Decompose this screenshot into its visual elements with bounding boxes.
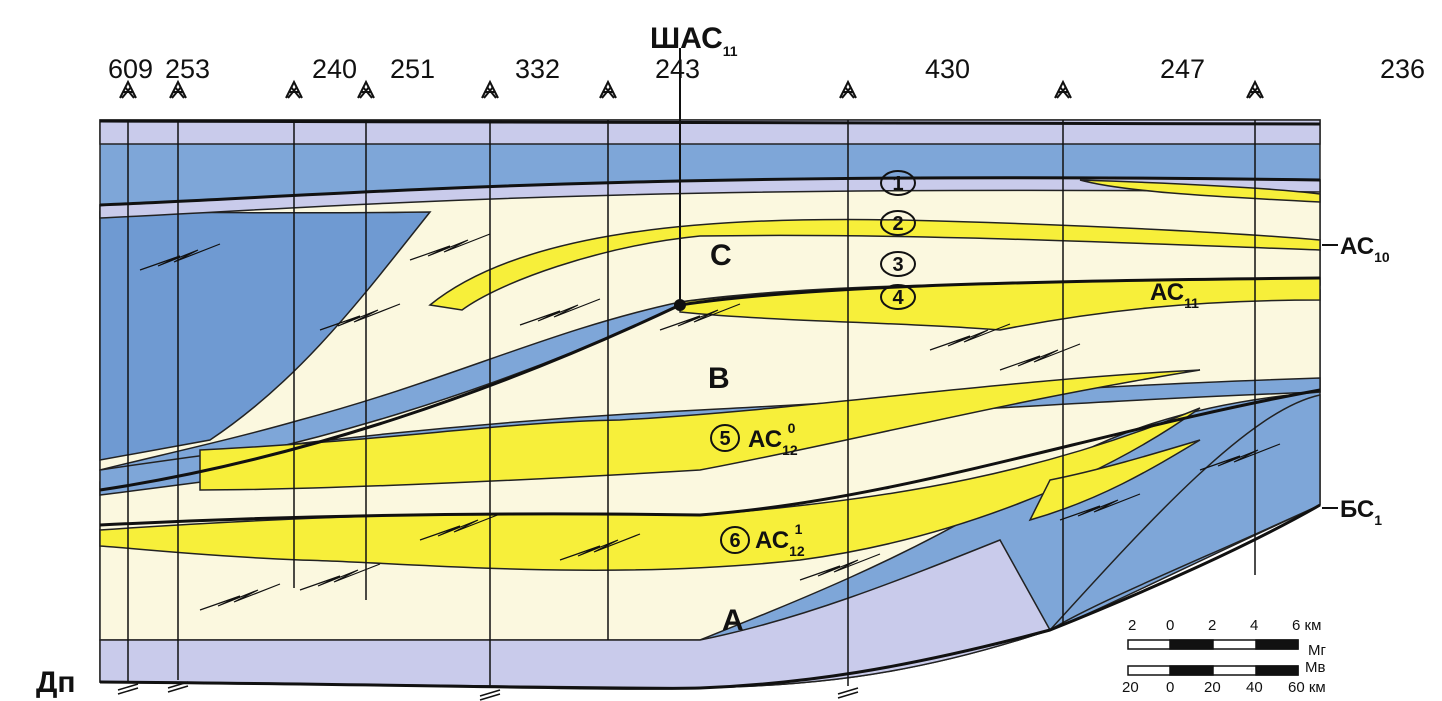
body-number: 6 — [729, 530, 740, 552]
scale-bar-seg — [1256, 640, 1298, 649]
scale-bar-seg — [1170, 640, 1213, 649]
derrick-icon — [120, 82, 136, 98]
body-number: 4 — [892, 287, 904, 309]
scale-tick: 20 — [1204, 679, 1221, 696]
body-number: 2 — [892, 213, 903, 235]
title-sub: 11 — [723, 43, 738, 59]
body-number: 5 — [719, 428, 730, 450]
well-label: 609 — [108, 54, 153, 84]
well-foot — [838, 688, 858, 698]
scale-tick: 0 — [1166, 617, 1174, 634]
derrick-icon — [170, 82, 186, 98]
layers — [100, 120, 1320, 688]
horizon-base: АС — [1340, 233, 1374, 260]
well-label: 253 — [165, 54, 210, 84]
horizon-label: Дп — [36, 666, 76, 699]
well-foot — [118, 684, 138, 694]
horizon-sub: 11 — [1184, 295, 1199, 311]
unit-label: А — [722, 604, 744, 637]
reservoir-base: АС — [755, 527, 789, 554]
horizon-sub: 1 — [1374, 512, 1382, 528]
well-label: 430 — [925, 54, 970, 84]
cross-section: ШАС11 609 253 240 251 332 243 430 247 23… — [0, 0, 1442, 701]
scale-tick: 40 — [1246, 679, 1263, 696]
scale-label: Мг — [1308, 642, 1326, 659]
reservoir-sup: 1 — [795, 521, 803, 537]
derrick-icon — [600, 82, 616, 98]
reservoir-base: АС — [748, 426, 782, 453]
derrick-icon — [482, 82, 498, 98]
derrick-icon — [1247, 82, 1263, 98]
page: ШАС11 609 253 240 251 332 243 430 247 23… — [0, 0, 1442, 701]
reservoir-sub: 12 — [789, 543, 805, 559]
derrick-icon — [286, 82, 302, 98]
horizon-base: АС — [1150, 279, 1184, 306]
well-foot — [480, 690, 500, 700]
title-base: ШАС — [650, 22, 723, 55]
scale-tick: 0 — [1166, 679, 1174, 696]
well-label: 236 — [1380, 54, 1425, 84]
unit-label: С — [710, 239, 732, 272]
reservoir-sub: 12 — [782, 442, 798, 458]
body-number: 3 — [892, 254, 903, 276]
scale-tick: 60 км — [1288, 679, 1326, 696]
well-label: 251 — [390, 54, 435, 84]
well-label: 332 — [515, 54, 560, 84]
scale-bar-seg — [1170, 666, 1213, 675]
scale-tick: 20 — [1122, 679, 1139, 696]
scale-tick: 2 — [1208, 617, 1216, 634]
unit-label: В — [708, 362, 730, 395]
scale-tick: 6 км — [1292, 617, 1321, 634]
horizon-label: БС1 — [1340, 496, 1382, 528]
well-label: 240 — [312, 54, 357, 84]
derrick-icon — [840, 82, 856, 98]
scale-label: Мв — [1305, 659, 1325, 676]
horizon-label: АС10 — [1340, 233, 1390, 265]
derrick-icon — [1055, 82, 1071, 98]
horizon-base: БС — [1340, 496, 1374, 523]
well-label: 243 — [655, 54, 700, 84]
scale-bar-seg — [1256, 666, 1298, 675]
horizon-sub: 10 — [1374, 249, 1390, 265]
scale-tick: 2 — [1128, 617, 1136, 634]
scale-tick: 4 — [1250, 617, 1258, 634]
scale-bars — [1128, 640, 1298, 675]
derrick-icon — [358, 82, 374, 98]
reservoir-sup: 0 — [788, 420, 796, 436]
well-label: 247 — [1160, 54, 1205, 84]
body-number: 1 — [892, 173, 903, 195]
section-well-point — [674, 299, 686, 311]
